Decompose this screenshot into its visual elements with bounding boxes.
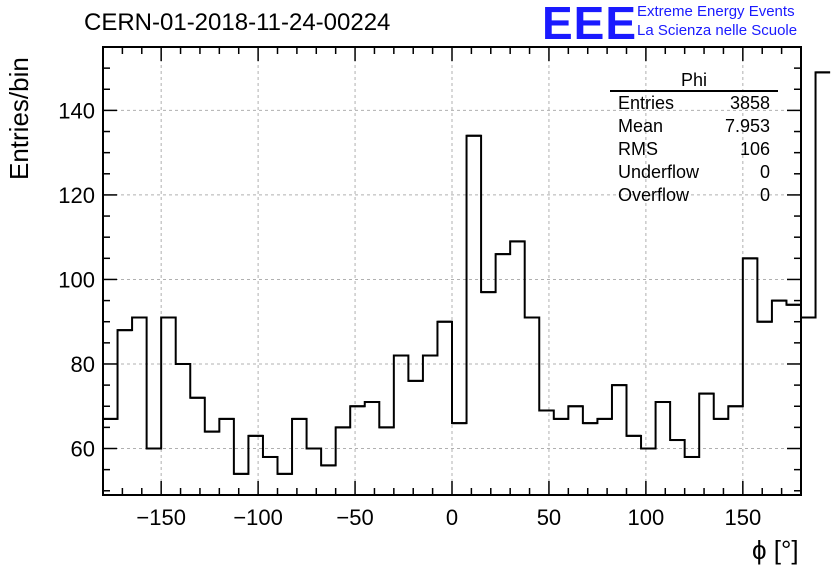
- y-tick-label: 140: [58, 98, 95, 123]
- stats-value: 3858: [729, 93, 770, 113]
- stats-value: 0: [759, 185, 770, 205]
- eee-logo: EEE: [542, 0, 638, 49]
- x-tick-label: −50: [336, 505, 373, 530]
- x-tick-label: 0: [446, 505, 458, 530]
- stats-row-overflow: Overflow 0: [610, 184, 778, 207]
- stats-row-entries: Entries 3858: [610, 92, 778, 115]
- x-tick-label: 50: [537, 505, 561, 530]
- stats-label: Mean: [618, 116, 664, 136]
- x-tick-label: −100: [233, 505, 283, 530]
- stats-label: Entries: [618, 93, 675, 113]
- stats-value: 0: [759, 162, 770, 182]
- histogram-layer: [103, 71, 831, 475]
- axis-layer: [102, 46, 802, 496]
- logo-line-1: Extreme Energy Events: [637, 3, 795, 20]
- stats-row-underflow: Underflow 0: [610, 161, 778, 184]
- stats-row-mean: Mean 7.953: [610, 115, 778, 138]
- stats-row-rms: RMS 106: [610, 138, 778, 161]
- stats-box: Phi Entries 3858 Mean 7.953 RMS 106 Unde…: [610, 70, 778, 207]
- stats-title: Phi: [610, 70, 778, 92]
- y-axis-label: Entries/bin: [4, 57, 34, 180]
- chart-title: CERN-01-2018-11-24-00224: [84, 9, 391, 36]
- grid-layer: [103, 47, 801, 495]
- y-tick-label: 80: [71, 352, 95, 377]
- stats-value: 7.953: [724, 116, 770, 136]
- x-tick-label: 150: [724, 505, 761, 530]
- y-tick-label: 100: [58, 267, 95, 292]
- stats-label: Underflow: [618, 162, 700, 182]
- tick-label-layer: −150 −100 −50 0 50 100 150 60 80 100 120 140: [58, 98, 761, 530]
- y-tick-label: 60: [71, 437, 95, 462]
- stats-value: 106: [739, 139, 770, 159]
- y-tick-label: 120: [58, 183, 95, 208]
- stats-label: Overflow: [618, 185, 690, 205]
- x-tick-label: 100: [628, 505, 665, 530]
- logo-line-2: La Scienza nelle Scuole: [637, 22, 798, 39]
- stats-label: RMS: [618, 139, 658, 159]
- x-tick-label: −150: [136, 505, 186, 530]
- x-axis-label: ϕ [°]: [752, 535, 799, 565]
- histogram-outline: [103, 71, 831, 475]
